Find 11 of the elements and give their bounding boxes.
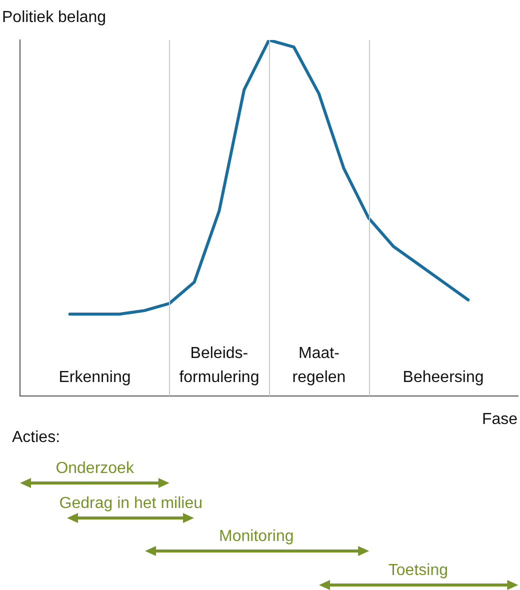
text: Gedrag in het milieu: [59, 494, 202, 514]
x-axis-title: Fase: [482, 410, 518, 430]
annotation: Erkenning: [58, 368, 131, 388]
text: Toetsing: [388, 561, 448, 581]
annotation: Maat- regelen: [292, 344, 346, 388]
text: Acties:: [12, 428, 60, 448]
text: Onderzoek: [56, 459, 134, 479]
y-axis-title: Politiek belang: [2, 8, 106, 28]
text: Monitoring: [219, 527, 294, 547]
annotation: Beheersing: [402, 368, 484, 388]
annotation: Beleids- formulering: [179, 344, 260, 388]
